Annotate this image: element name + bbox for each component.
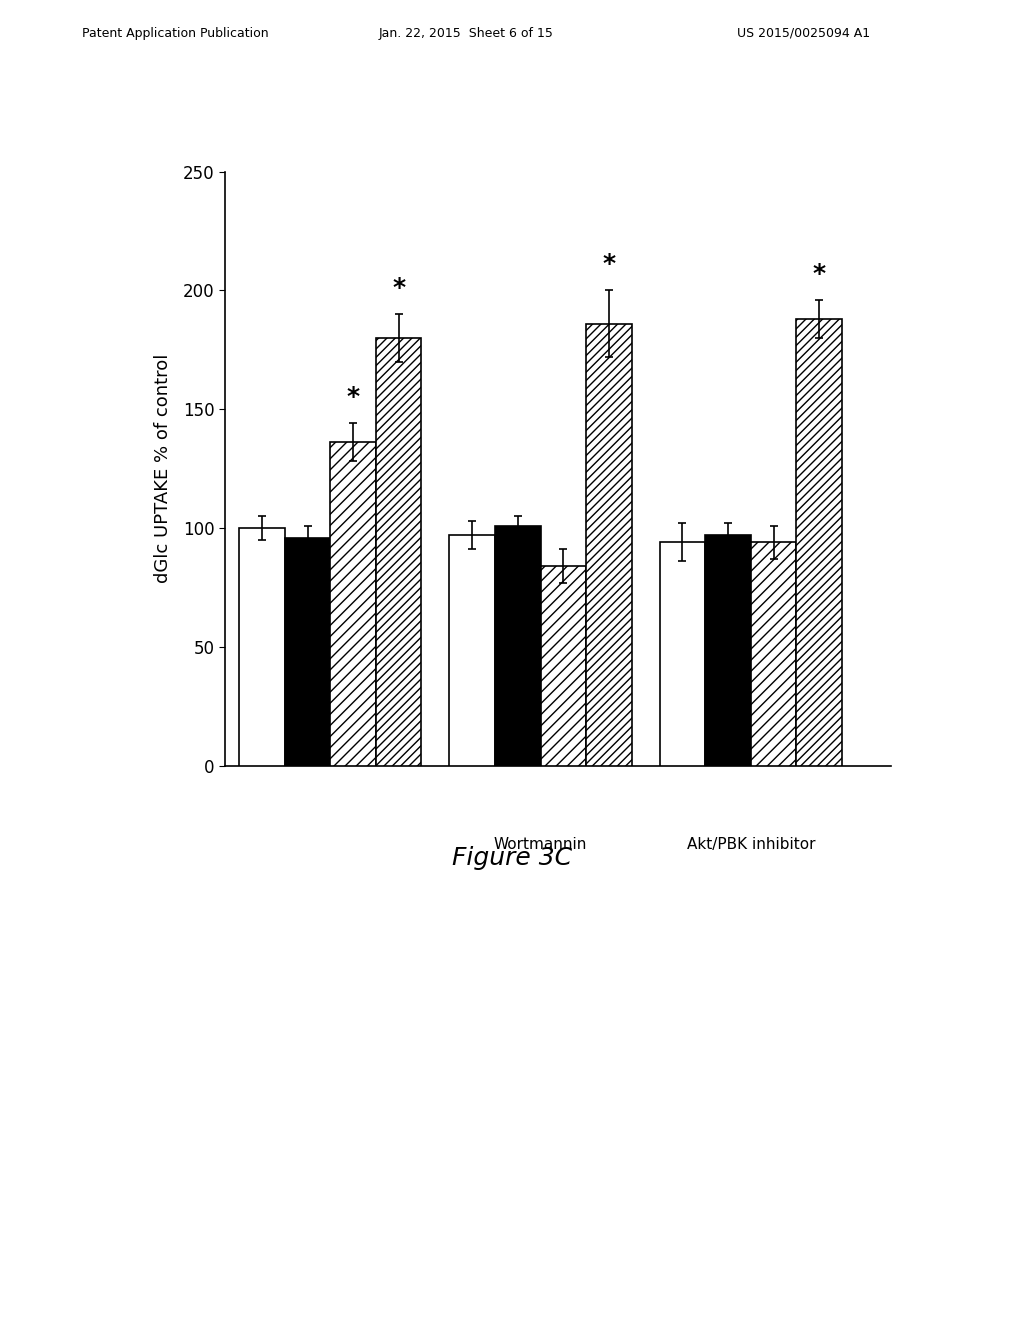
Bar	[285, 537, 331, 766]
Bar	[240, 528, 285, 766]
Text: Patent Application Publication: Patent Application Publication	[82, 26, 268, 40]
Text: *: *	[346, 385, 359, 409]
Bar	[331, 442, 376, 766]
Text: Figure 3C: Figure 3C	[452, 846, 572, 870]
Bar	[751, 543, 797, 766]
Bar	[586, 323, 632, 766]
Bar	[450, 535, 495, 766]
Bar	[495, 525, 541, 766]
Text: *: *	[602, 252, 615, 276]
Text: Akt/PBK inhibitor: Akt/PBK inhibitor	[686, 837, 815, 851]
Text: US 2015/0025094 A1: US 2015/0025094 A1	[737, 26, 870, 40]
Bar	[706, 535, 751, 766]
Y-axis label: dGlc UPTAKE % of control: dGlc UPTAKE % of control	[155, 354, 172, 583]
Bar	[797, 319, 842, 766]
Text: *: *	[392, 276, 406, 300]
Text: Wortmannin: Wortmannin	[494, 837, 587, 851]
Bar	[376, 338, 422, 766]
Text: *: *	[812, 261, 825, 285]
Bar	[659, 543, 706, 766]
Bar	[541, 566, 586, 766]
Text: Jan. 22, 2015  Sheet 6 of 15: Jan. 22, 2015 Sheet 6 of 15	[379, 26, 554, 40]
